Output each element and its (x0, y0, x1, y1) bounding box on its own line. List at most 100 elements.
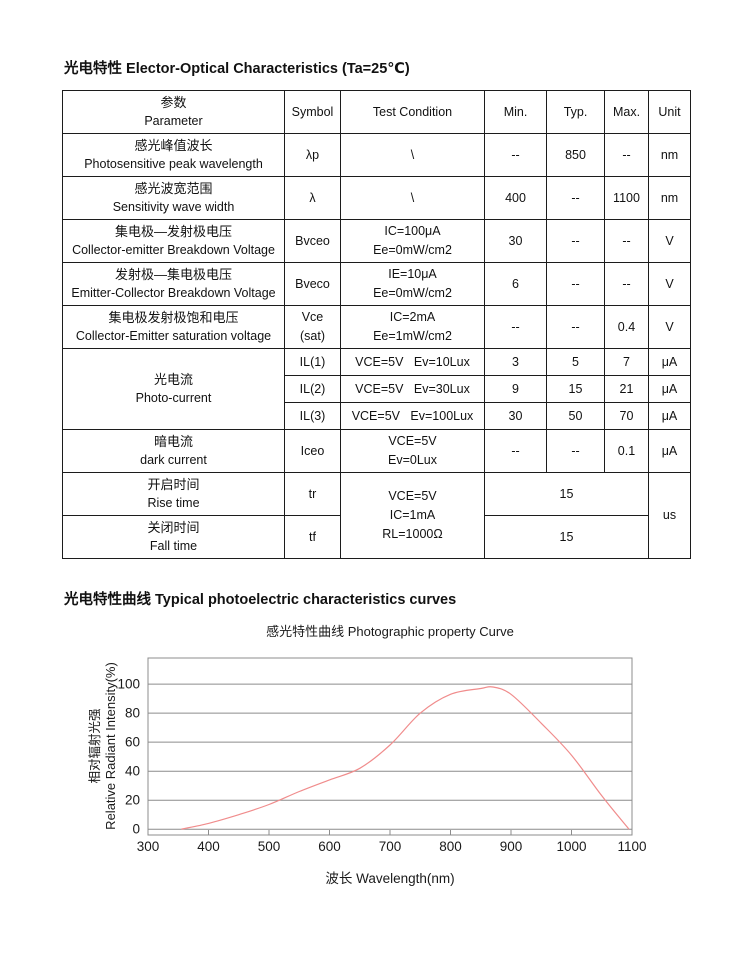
svg-text:0: 0 (132, 822, 140, 837)
cell-bvceo-typ: -- (546, 219, 605, 263)
header-unit: Unit (648, 90, 691, 134)
svg-text:40: 40 (125, 764, 140, 779)
cell-il2-unit: μA (648, 375, 691, 403)
svg-text:400: 400 (197, 839, 220, 854)
header-parameter-zh: 参数 (160, 94, 187, 110)
cell-il2-min: 9 (484, 375, 547, 403)
row-dark-current: 暗电流 dark current Iceo VCE=5V Ev=0Lux -- … (62, 429, 691, 473)
bveco-param-en: Emitter-Collector Breakdown Voltage (71, 286, 276, 301)
bveco-param-zh: 发射极—集电极电压 (114, 266, 232, 282)
fall-param-zh: 关闭时间 (147, 519, 200, 535)
cell-fall-symbol: tf (284, 515, 341, 559)
photo-curve-chart: 0 20 40 60 80 100 300 400 500 600 700 800 900 1000 110… (85, 650, 660, 862)
cell-peak-min: -- (484, 133, 547, 177)
header-test-condition: Test Condition (340, 90, 485, 134)
photocurrent-param-en: Photo-current (135, 391, 212, 406)
dark-param-zh: 暗电流 (153, 433, 193, 449)
cell-il2-typ: 15 (546, 375, 605, 403)
chart-title: 感光特性曲线 Photographic property Curve (266, 624, 514, 639)
svg-text:800: 800 (439, 839, 462, 854)
cell-rise-symbol: tr (284, 472, 341, 516)
cell-range-unit: nm (648, 176, 691, 220)
row-fall-time: 关闭时间 Fall time tf 15 (62, 515, 691, 559)
bvceo-param-zh: 集电极—发射极电压 (114, 223, 232, 239)
svg-text:1000: 1000 (556, 839, 586, 854)
range-param-en: Sensitivity wave width (112, 200, 235, 215)
x-axis-ticks (147, 830, 633, 835)
y-axis-title: 相对辐射光强 Relative Radiant Intensity(%) (87, 662, 118, 830)
vcesat-param-en: Collector-Emitter saturation voltage (75, 329, 272, 344)
cell-bvceo-max: -- (604, 219, 649, 263)
cell-time-unit: us (648, 472, 691, 559)
cell-vcesat-parameter: 集电极发射极饱和电压 Collector-Emitter saturation … (62, 305, 285, 349)
row-bvceo: 集电极—发射极电压 Collector-emitter Breakdown Vo… (62, 219, 691, 263)
cell-bveco-min: 6 (484, 262, 547, 306)
cell-il3-min: 30 (484, 402, 547, 430)
dark-cond-2: Ev=0Lux (388, 453, 437, 467)
cell-dark-unit: μA (648, 429, 691, 473)
cell-bveco-typ: -- (546, 262, 605, 306)
row-photocurrent-il1: 光电流 Photo-current IL(1) VCE=5V Ev=10Lux … (62, 348, 691, 430)
cell-range-condition: \ (340, 176, 485, 220)
cell-peak-unit: nm (648, 133, 691, 177)
row-vce-sat: 集电极发射极饱和电压 Collector-Emitter saturation … (62, 305, 691, 349)
cell-il2-max: 21 (604, 375, 649, 403)
cell-peak-typ: 850 (546, 133, 605, 177)
rise-param-en: Rise time (147, 496, 200, 511)
section-title-electro-optical: 光电特性 Elector-Optical Characteristics (Ta… (64, 61, 410, 77)
row-bveco: 发射极—集电极电压 Emitter-Collector Breakdown Vo… (62, 262, 691, 306)
bvceo-cond-1: IC=100μA (384, 224, 441, 239)
grid-lines (148, 683, 632, 830)
chart-x-axis-label: 波长 Wavelength(nm) (325, 871, 455, 886)
cell-dark-condition: VCE=5V Ev=0Lux (340, 429, 485, 473)
svg-text:500: 500 (258, 839, 281, 854)
header-typ: Typ. (546, 90, 605, 134)
svg-text:600: 600 (318, 839, 341, 854)
cell-bveco-condition: IE=10μA Ee=0mW/cm2 (340, 262, 485, 306)
cell-range-symbol: λ (284, 176, 341, 220)
svg-text:20: 20 (125, 793, 140, 808)
cell-range-min: 400 (484, 176, 547, 220)
row-wave-width: 感光波宽范围 Sensitivity wave width λ \ 400 --… (62, 176, 691, 220)
cell-il3-typ: 50 (546, 402, 605, 430)
header-parameter: 参数 Parameter (62, 90, 285, 134)
peak-param-zh: 感光峰值波长 (134, 137, 213, 153)
cell-fall-parameter: 关闭时间 Fall time (62, 515, 285, 559)
bvceo-param-en: Collector-emitter Breakdown Voltage (72, 243, 275, 258)
photo-curve-svg: 0 20 40 60 80 100 300 400 500 600 700 800 900 1000 110… (87, 657, 647, 854)
vcesat-param-zh: 集电极发射极饱和电压 (108, 309, 239, 325)
cell-peak-max: -- (604, 133, 649, 177)
cell-vcesat-condition: IC=2mA Ee=1mW/cm2 (340, 305, 485, 349)
cell-bveco-max: -- (604, 262, 649, 306)
cell-il2-condition: VCE=5V Ev=30Lux (340, 375, 485, 403)
header-parameter-en: Parameter (144, 114, 203, 129)
row-photocurrent-il2: IL(2) VCE=5V Ev=30Lux 9 15 21 μA (63, 375, 691, 403)
electro-optical-characteristics-table: 参数 Parameter Symbol Test Condition Min. … (62, 90, 691, 559)
svg-text:700: 700 (379, 839, 402, 854)
cell-bvceo-condition: IC=100μA Ee=0mW/cm2 (340, 219, 485, 263)
dark-cond-1: VCE=5V (388, 434, 437, 449)
cell-peak-symbol: λp (284, 133, 341, 177)
vcesat-cond-2: Ee=1mW/cm2 (373, 329, 452, 343)
cell-dark-max: 0.1 (604, 429, 649, 473)
fall-param-en: Fall time (149, 539, 198, 554)
svg-text:80: 80 (125, 706, 140, 721)
cell-bvceo-min: 30 (484, 219, 547, 263)
cell-vcesat-typ: -- (546, 305, 605, 349)
cell-bveco-symbol: Bveco (284, 262, 341, 306)
cell-photocurrent-parameter: 光电流 Photo-current (62, 348, 285, 430)
cell-range-max: 1100 (604, 176, 649, 220)
cell-il3-unit: μA (648, 402, 691, 430)
cell-vcesat-min: -- (484, 305, 547, 349)
cell-rise-parameter: 开启时间 Rise time (62, 472, 285, 516)
svg-text:1100: 1100 (617, 839, 646, 854)
row-peak-wavelength: 感光峰值波长 Photosensitive peak wavelength λp… (62, 133, 691, 177)
cell-vcesat-unit: V (648, 305, 691, 349)
svg-text:300: 300 (137, 839, 160, 854)
cell-bveco-unit: V (648, 262, 691, 306)
bvceo-cond-2: Ee=0mW/cm2 (373, 243, 452, 257)
svg-text:Relative Radiant Intensity(%): Relative Radiant Intensity(%) (103, 662, 118, 830)
time-cond-2: IC=1mA (389, 508, 436, 523)
bveco-cond-2: Ee=0mW/cm2 (373, 286, 452, 300)
